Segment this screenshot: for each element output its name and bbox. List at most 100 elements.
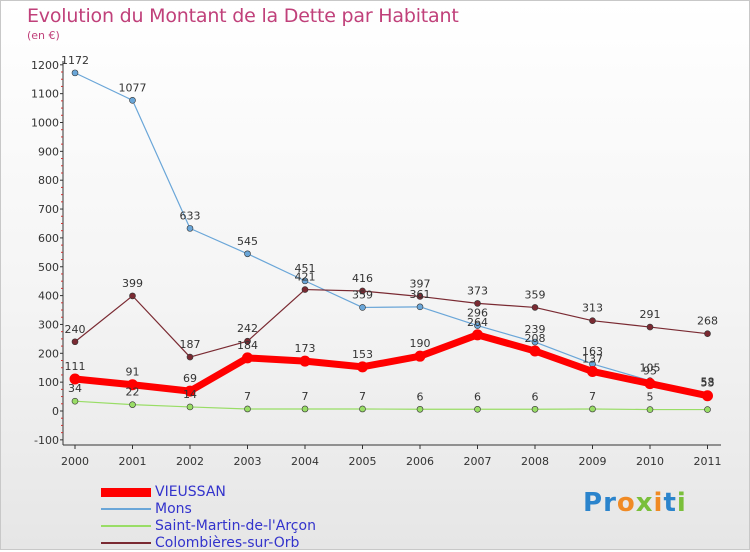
series-point-0 xyxy=(414,350,426,362)
series-point-0 xyxy=(69,373,81,385)
x-tick-label: 2003 xyxy=(234,455,262,468)
data-label: 153 xyxy=(352,348,373,361)
y-tick-label: 100 xyxy=(38,376,59,389)
series-point-0 xyxy=(472,329,483,341)
series-point-2 xyxy=(301,405,309,413)
logo-letter: r xyxy=(603,488,617,518)
series-point-3 xyxy=(129,292,136,300)
series-line-0 xyxy=(74,331,709,400)
y-tick-label: 500 xyxy=(38,261,59,274)
data-label: 361 xyxy=(410,288,431,301)
y-tick-label: 600 xyxy=(38,232,59,245)
data-label: 545 xyxy=(237,235,258,248)
data-label: 111 xyxy=(65,360,86,373)
legend-swatch xyxy=(101,525,151,527)
data-label: 34 xyxy=(68,382,82,395)
x-tick-label: 2007 xyxy=(464,455,492,468)
series-point-2 xyxy=(646,406,654,413)
data-label: 22 xyxy=(126,386,140,399)
series-point-0 xyxy=(529,345,541,357)
data-label: 5 xyxy=(647,391,654,404)
logo-letter: t xyxy=(663,488,677,518)
data-label: 397 xyxy=(410,277,431,290)
y-tick-label: 800 xyxy=(38,174,59,187)
series-point-2 xyxy=(589,405,596,413)
data-label: 7 xyxy=(302,390,309,403)
data-label: 173 xyxy=(295,342,316,355)
y-tick-label: 300 xyxy=(38,318,59,331)
series-point-3 xyxy=(474,300,481,307)
data-label: 53 xyxy=(701,377,715,390)
data-label: 7 xyxy=(359,390,366,403)
proxiti-logo: Proxiti xyxy=(583,488,687,518)
series-point-1 xyxy=(301,277,309,285)
data-label: 163 xyxy=(582,345,603,358)
legend-label: Colombières-sur-Orb xyxy=(155,535,300,551)
series-point-2 xyxy=(186,403,194,411)
chart-unit: (en €) xyxy=(27,29,60,42)
y-tick-label: 0 xyxy=(52,405,59,418)
y-tick-label: 1000 xyxy=(31,117,59,130)
series-point-3 xyxy=(71,338,79,346)
data-label: 416 xyxy=(352,272,373,285)
data-label: 451 xyxy=(295,262,316,275)
logo-letter: i xyxy=(653,488,664,518)
series-line-3 xyxy=(74,288,708,358)
y-tick-label: 700 xyxy=(38,203,59,216)
x-tick-label: 2008 xyxy=(521,455,549,468)
series-point-2 xyxy=(704,406,711,413)
y-tick-label: 900 xyxy=(38,145,59,158)
data-label: 187 xyxy=(180,338,201,351)
series-point-3 xyxy=(186,353,194,361)
series-point-2 xyxy=(129,401,136,408)
data-label: 58 xyxy=(701,375,715,388)
legend-label: Saint-Martin-de-l'Arçon xyxy=(155,518,316,534)
legend-label: VIEUSSAN xyxy=(155,484,226,500)
data-label: 95 xyxy=(643,365,657,378)
series-point-0 xyxy=(127,379,138,391)
data-label: 6 xyxy=(474,390,481,403)
series-point-1 xyxy=(129,96,136,104)
data-label: 399 xyxy=(122,277,143,290)
x-tick-label: 2010 xyxy=(636,455,664,468)
data-label: 291 xyxy=(640,308,661,321)
legend-swatch xyxy=(101,542,151,544)
data-label: 1077 xyxy=(119,81,147,94)
legend-swatch xyxy=(101,508,151,510)
data-label: 313 xyxy=(582,302,603,315)
x-tick-label: 2000 xyxy=(61,455,89,468)
data-label: 91 xyxy=(126,366,140,379)
series-point-1 xyxy=(71,69,79,77)
series-point-1 xyxy=(244,250,251,258)
x-tick-label: 2011 xyxy=(694,455,722,468)
logo-letter: P xyxy=(583,488,604,518)
y-tick-label: -100 xyxy=(34,434,59,447)
series-point-2 xyxy=(416,405,424,413)
series-line-1 xyxy=(74,72,708,395)
data-label: 69 xyxy=(183,372,197,385)
series-point-0 xyxy=(587,365,598,377)
series-point-3 xyxy=(301,286,309,293)
series-line-2 xyxy=(74,400,708,411)
data-label: 7 xyxy=(589,390,596,403)
data-label: 7 xyxy=(244,390,251,403)
data-label: 240 xyxy=(65,323,86,336)
data-label: 208 xyxy=(525,332,546,345)
y-tick-label: 400 xyxy=(38,290,59,303)
series-point-1 xyxy=(531,338,539,346)
x-tick-label: 2004 xyxy=(291,455,319,468)
series-point-2 xyxy=(71,397,79,405)
data-label: 359 xyxy=(352,288,373,301)
series-point-0 xyxy=(299,355,311,367)
series-point-2 xyxy=(531,405,539,413)
data-label: 373 xyxy=(467,284,488,297)
series-point-0 xyxy=(702,390,713,402)
series-point-1 xyxy=(474,322,481,329)
data-label: 137 xyxy=(582,352,603,365)
series-point-3 xyxy=(359,287,366,295)
chart-title: Evolution du Montant de la Dette par Hab… xyxy=(27,5,459,27)
x-tick-label: 2005 xyxy=(349,455,377,468)
series-point-3 xyxy=(646,323,654,331)
